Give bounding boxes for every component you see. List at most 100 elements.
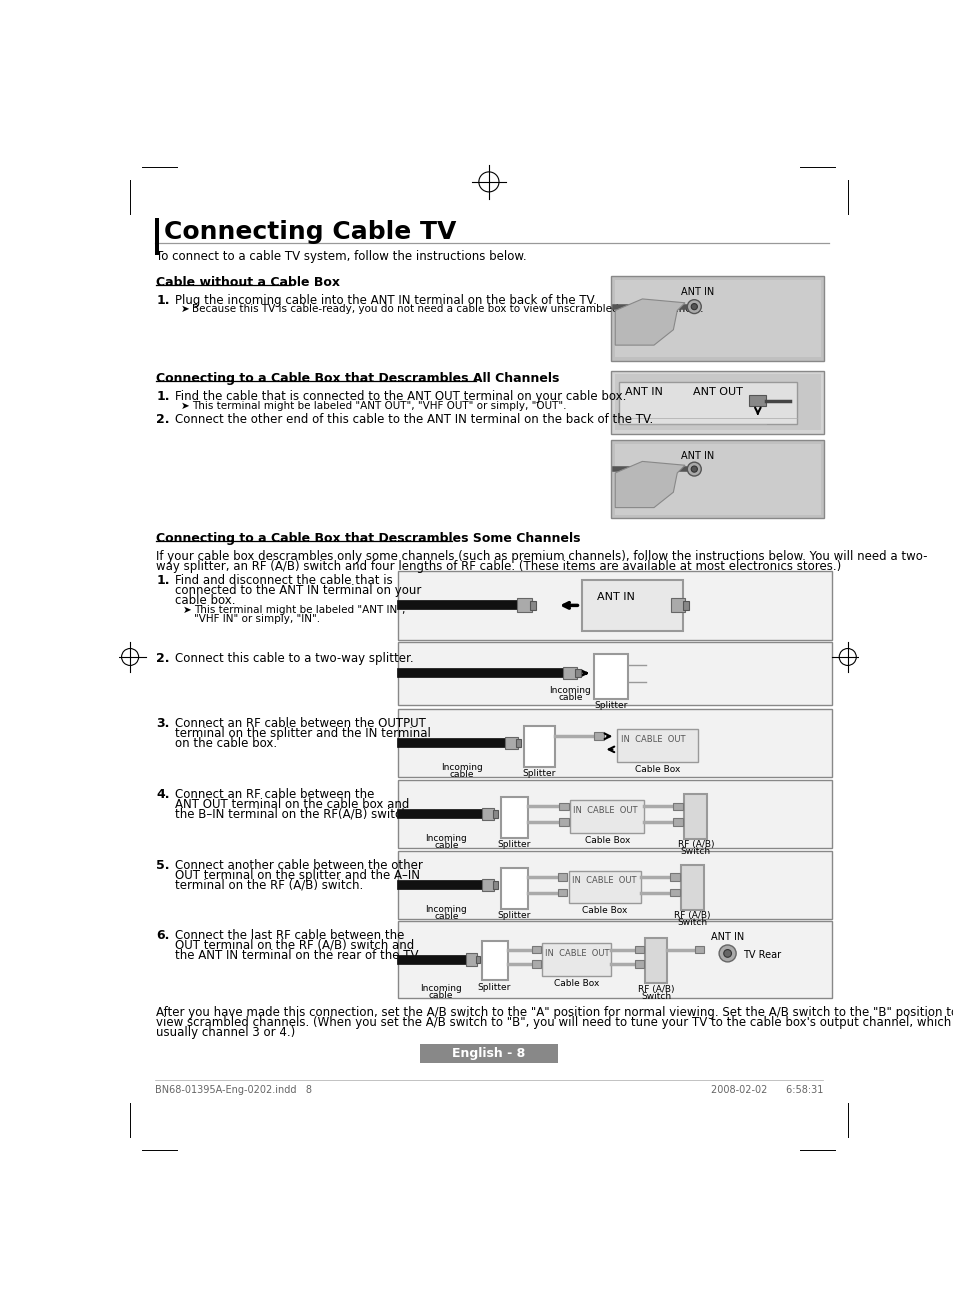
Bar [575,669,580,677]
Text: 2008-02-02      6:58:31: 2008-02-02 6:58:31 [710,1085,822,1095]
Bar [695,945,703,953]
Text: Connecting Cable TV: Connecting Cable TV [164,219,456,244]
Text: Connecting to a Cable Box that Descrambles All Channels: Connecting to a Cable Box that Descrambl… [156,372,559,385]
Text: ANT IN: ANT IN [597,592,635,602]
Text: Incoming: Incoming [440,763,482,772]
Text: This terminal might be labeled "ANT IN",: This terminal might be labeled "ANT IN", [193,605,405,614]
Text: RF (A/B): RF (A/B) [677,840,714,849]
Text: ➤: ➤ [183,605,192,614]
Text: cable: cable [558,694,582,702]
Text: IN  CABLE  OUT: IN CABLE OUT [571,876,636,885]
Bar [615,374,820,430]
Bar [481,879,494,891]
Bar [397,709,831,777]
Text: 3.: 3. [156,717,170,730]
Text: IN  CABLE  OUT: IN CABLE OUT [620,734,684,743]
Bar [493,810,497,818]
Text: Connecting to a Cable Box that Descrambles Some Channels: Connecting to a Cable Box that Descrambl… [156,532,580,545]
Text: 2.: 2. [156,413,170,426]
Text: Connect an RF cable between the OUTPUT: Connect an RF cable between the OUTPUT [174,717,425,730]
Bar [397,571,831,640]
Text: Find and disconnect the cable that is: Find and disconnect the cable that is [174,574,393,587]
Bar [670,599,684,613]
Circle shape [691,466,697,472]
Text: cable: cable [449,771,474,780]
Bar [476,956,480,964]
Bar [558,818,568,825]
Text: the B–IN terminal on the RF(A/B) switch.: the B–IN terminal on the RF(A/B) switch. [174,808,413,822]
Bar [154,218,158,256]
Bar [516,739,521,747]
Polygon shape [615,462,684,507]
Bar [618,382,797,424]
Bar [581,580,682,631]
Bar [635,960,643,968]
Bar [645,938,666,983]
Text: cable: cable [434,911,458,921]
Text: Connect another cable between the other: Connect another cable between the other [174,859,422,871]
Text: connected to the ANT IN terminal on your: connected to the ANT IN terminal on your [174,584,421,597]
Bar [532,945,540,953]
Text: ANT IN: ANT IN [624,387,662,398]
Bar [683,794,707,838]
Text: Connect this cable to a two-way splitter.: Connect this cable to a two-way splitter… [174,652,414,665]
Bar [419,1045,558,1063]
Text: RF (A/B): RF (A/B) [674,911,710,921]
Bar [542,943,610,975]
Text: OUT terminal on the RF (A/B) switch and: OUT terminal on the RF (A/B) switch and [174,939,414,952]
Text: "VHF IN" or simply, "IN".: "VHF IN" or simply, "IN". [193,614,319,623]
Text: 1.: 1. [156,390,170,403]
Text: way splitter, an RF (A/B) switch and four lengths of RF cable. (These items are : way splitter, an RF (A/B) switch and fou… [156,559,841,572]
Text: ANT IN: ANT IN [680,451,714,460]
Text: English - 8: English - 8 [452,1047,525,1060]
Text: 6.: 6. [156,928,170,941]
Text: Plug the incoming cable into the ANT IN terminal on the back of the TV.: Plug the incoming cable into the ANT IN … [174,293,597,306]
Circle shape [691,304,697,310]
Circle shape [686,462,700,476]
Text: ANT IN: ANT IN [680,287,714,296]
Bar [670,874,679,882]
Bar [594,733,603,741]
Bar [397,921,831,998]
Text: the ANT IN terminal on the rear of the TV.: the ANT IN terminal on the rear of the T… [174,949,420,962]
Bar [532,960,540,968]
Text: on the cable box.: on the cable box. [174,737,277,750]
Circle shape [723,949,731,957]
Bar [635,945,643,953]
Bar [500,797,528,838]
Text: Incoming: Incoming [425,835,467,844]
Bar [466,953,476,966]
Text: Cable Box: Cable Box [635,764,679,773]
Text: cable: cable [434,841,458,850]
Text: view scrambled channels. (When you set the A/B switch to "B", you will need to t: view scrambled channels. (When you set t… [156,1016,953,1029]
Text: Splitter: Splitter [497,840,531,849]
Text: Connect the other end of this cable to the ANT IN terminal on the back of the TV: Connect the other end of this cable to t… [174,413,653,426]
Bar [558,802,568,810]
Bar [670,889,679,896]
Text: Splitter: Splitter [497,911,531,921]
Text: If your cable box descrambles only some channels (such as premium channels), fol: If your cable box descrambles only some … [156,550,927,563]
Bar [558,874,567,882]
Text: Splitter: Splitter [477,983,511,991]
Text: Switch: Switch [680,848,710,857]
Bar [530,601,536,610]
Text: Splitter: Splitter [594,700,627,709]
Bar [568,871,640,904]
Text: Cable Box: Cable Box [554,979,598,988]
Bar [481,808,494,820]
Text: Switch: Switch [640,992,671,1001]
Bar [615,443,820,515]
Text: Splitter: Splitter [522,769,556,778]
Text: Connect an RF cable between the: Connect an RF cable between the [174,788,374,801]
Bar [673,802,682,810]
Text: Because this TV is cable-ready, you do not need a cable box to view unscrambled : Because this TV is cable-ready, you do n… [192,304,703,314]
Text: 5.: 5. [156,859,170,871]
Text: Incoming: Incoming [419,985,461,994]
Bar [680,865,703,910]
Text: terminal on the RF (A/B) switch.: terminal on the RF (A/B) switch. [174,879,363,892]
Bar [611,370,823,434]
Text: 4.: 4. [156,788,170,801]
Text: cable box.: cable box. [174,593,235,606]
Bar [611,439,823,519]
Bar [517,599,532,613]
